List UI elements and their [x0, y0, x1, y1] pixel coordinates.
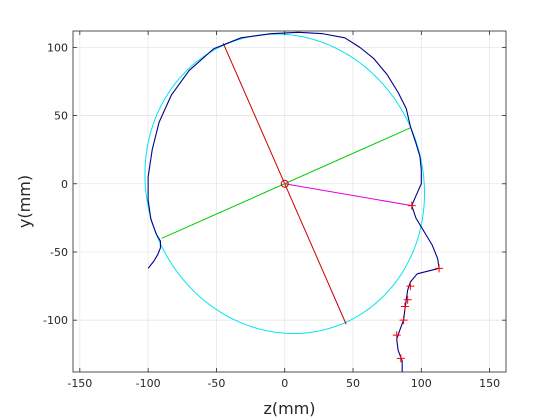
plot-area-frame	[72, 30, 507, 373]
plus-marker	[407, 201, 416, 210]
x-tick-label: 150	[479, 377, 500, 390]
clipped-series	[144, 31, 444, 372]
plus-marker	[392, 331, 401, 340]
contour-line	[147, 31, 440, 372]
center-marker	[280, 179, 289, 188]
data-layer	[144, 31, 444, 372]
plot-area-background	[73, 31, 506, 372]
plus-marker	[396, 354, 405, 363]
x-tick-label: -150	[67, 377, 92, 390]
y-tick-label: -100	[43, 314, 68, 327]
y-tick-label: 100	[47, 41, 68, 54]
plus-marker	[399, 316, 408, 325]
plus-marker	[435, 264, 444, 273]
y-tick-label: 0	[61, 178, 68, 191]
axis-ticks: -150 -100 -50 0 50 100 150 -100 -50 0 50 100	[43, 31, 506, 390]
fitted-ellipse	[144, 33, 426, 334]
plus-marker	[400, 302, 409, 311]
x-axis-label: z(mm)	[263, 399, 315, 418]
x-tick-label: -50	[207, 377, 225, 390]
x-tick-label: -100	[136, 377, 161, 390]
x-tick-label: 0	[281, 377, 288, 390]
plus-marker	[403, 295, 412, 304]
x-tick-label: 50	[346, 377, 360, 390]
minor-axis-line	[161, 127, 411, 239]
plus-marker	[406, 282, 415, 291]
y-tick-label: -50	[50, 246, 68, 259]
y-tick-label: 50	[54, 110, 68, 123]
x-tick-label: 100	[411, 377, 432, 390]
radius-line	[284, 183, 412, 207]
y-axis-label: y(mm)	[15, 175, 34, 228]
